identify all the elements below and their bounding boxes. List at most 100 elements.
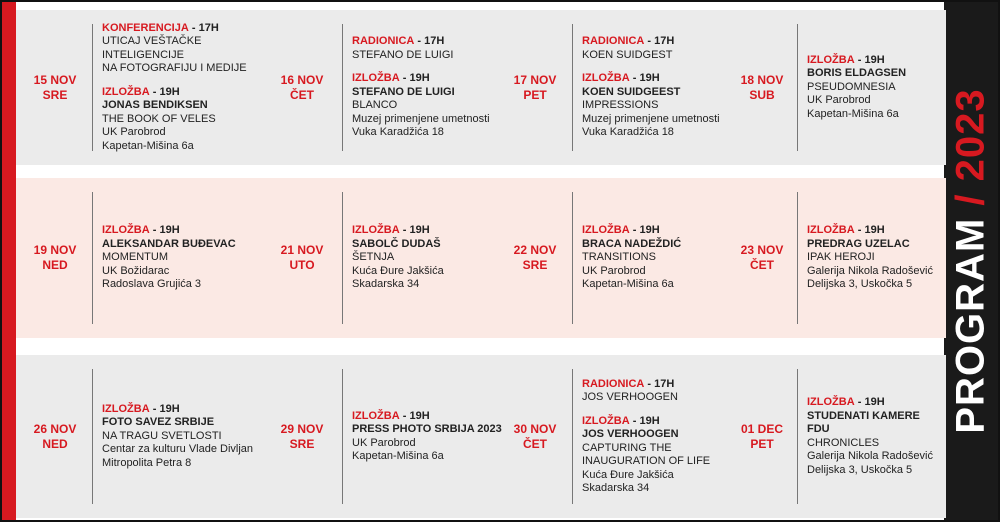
event-line: Galerija Nikola Radošević	[807, 450, 933, 462]
weekday: ČET	[523, 436, 547, 451]
event-heading: IZLOŽBA - 19H	[807, 54, 942, 68]
event-heading: RADIONICA - 17H	[352, 35, 502, 49]
event-line: UTICAJ VEŠTAČKE INTELIGENCIJE	[102, 35, 202, 61]
date-block: 16 NOV ČET	[262, 10, 342, 165]
event: KONFERENCIJA - 17H UTICAJ VEŠTAČKE INTELI…	[102, 22, 262, 76]
event-type: RADIONICA	[582, 377, 645, 390]
event-line: INAUGURATION OF LIFE	[582, 455, 711, 467]
event-line: Muzej primenjene umetnosti	[352, 112, 490, 125]
event-line: Mitropolita Petra 8	[102, 456, 192, 469]
event-time: - 19H	[632, 414, 660, 427]
event-type: IZLOŽBA	[102, 224, 150, 237]
date: 19 NOV	[33, 243, 77, 257]
event-type: KONFERENCIJA	[102, 21, 189, 34]
event-heading: IZLOŽBA - 19H	[582, 72, 732, 86]
date: 22 NOV	[513, 243, 557, 257]
event-type: IZLOŽBA	[582, 72, 630, 85]
date: 16 NOV	[280, 72, 324, 87]
divider	[572, 369, 573, 504]
date-block: 18 NOV SUB	[722, 10, 802, 165]
divider	[92, 24, 93, 151]
event-line: UK Parobrod	[582, 264, 646, 277]
date: 30 NOV	[513, 421, 557, 436]
weekday: ČET	[290, 87, 314, 102]
event: IZLOŽBA - 19H ALEKSANDAR BUĐEVAC MOMENTUM U…	[102, 224, 262, 292]
event-line: MOMENTUM	[102, 251, 168, 264]
event: IZLOŽBA - 19H FOTO SAVEZ SRBIJE NA TRAGU S…	[102, 403, 262, 471]
divider	[92, 192, 93, 324]
event: IZLOŽBA - 19H BRACA NADEŽDIĆ TRANSITIONS UK…	[582, 224, 732, 292]
event-time: - 19H	[857, 224, 885, 237]
events: IZLOŽBA - 19H BORIS ELDAGSEN PSEUDOMNESIA U…	[807, 10, 942, 165]
sidebar: PROGRAM / 2023	[944, 2, 998, 520]
events: IZLOŽBA - 19H PREDRAG UZELAC IPAK HEROJI Ga…	[807, 178, 942, 338]
events: RADIONICA - 17H KOEN SUIDGEST IZLOŽBA - 19…	[582, 10, 732, 165]
event-time: - 19H	[152, 85, 180, 98]
event: RADIONICA - 17H JOS VERHOOGEN	[582, 378, 732, 405]
event-line: UK Parobrod	[102, 126, 166, 139]
date-block: 15 NOV SRE	[15, 10, 95, 165]
sidebar-title: PROGRAM	[948, 217, 993, 434]
event-heading: IZLOŽBA - 19H	[102, 86, 262, 100]
event-type: IZLOŽBA	[582, 414, 630, 427]
event-line: Kuća Đure Jakšića	[582, 468, 674, 481]
event-heading: RADIONICA - 17H	[582, 35, 732, 49]
sidebar-year: / 2023	[948, 88, 993, 206]
divider	[92, 369, 93, 504]
schedule-row: 19 NOV NED IZLOŽBA - 19H ALEKSANDAR BUĐEVAC…	[16, 178, 946, 338]
event-line: Skadarska 34	[582, 482, 650, 494]
event-line: Vuka Karadžića 18	[352, 126, 444, 139]
event-line: UK Parobrod	[352, 436, 416, 449]
events: RADIONICA - 17H JOS VERHOOGEN IZLOŽBA - 19…	[582, 355, 732, 518]
date: 29 NOV	[280, 421, 324, 436]
event-type: IZLOŽBA	[102, 402, 150, 415]
weekday: PET	[750, 436, 774, 451]
event-type: IZLOŽBA	[352, 409, 400, 422]
events: IZLOŽBA - 19H FOTO SAVEZ SRBIJE NA TRAGU S…	[102, 355, 262, 518]
event-line: KOEN SUIDGEST	[582, 48, 673, 61]
events: IZLOŽBA - 19H PRESS PHOTO SRBIJA 2023 UK P…	[352, 355, 502, 518]
event-time: - 19H	[152, 402, 180, 415]
weekday: ČET	[750, 258, 774, 272]
event-heading: IZLOŽBA - 19H	[352, 410, 502, 424]
event: IZLOŽBA - 19H SABOLČ DUDAŠ ŠETNJA Kuća Đure…	[352, 224, 502, 292]
event-heading: KONFERENCIJA - 17H	[102, 22, 262, 36]
events: KONFERENCIJA - 17H UTICAJ VEŠTAČKE INTELI…	[102, 10, 262, 165]
event-time: - 19H	[152, 224, 180, 237]
event-line: TRANSITIONS	[582, 251, 656, 264]
event-time: - 17H	[191, 21, 219, 34]
event-time: - 17H	[647, 35, 675, 48]
event-line: STEFANO DE LUIGI	[352, 48, 454, 61]
divider	[572, 24, 573, 151]
event-line: Kapetan-Mišina 6a	[807, 107, 899, 120]
event-title: BRACA NADEŽDIĆ	[582, 237, 682, 250]
weekday: SRE	[289, 436, 315, 451]
date-block: 01 DEC PET	[722, 355, 802, 518]
event-line: Delijska 3, Uskočka 5	[807, 463, 913, 476]
event-type: RADIONICA	[582, 35, 645, 48]
event-type: IZLOŽBA	[102, 85, 150, 98]
divider	[797, 192, 798, 324]
weekday: SRE	[42, 87, 68, 102]
weekday: NED	[42, 258, 68, 272]
event-heading: IZLOŽBA - 19H	[807, 224, 942, 238]
events: IZLOŽBA - 19H SABOLČ DUDAŠ ŠETNJA Kuća Đure…	[352, 178, 502, 338]
event-line: NA FOTOGRAFIJU I MEDIJE	[102, 62, 247, 75]
schedule-row: 15 NOV SRE KONFERENCIJA - 17H UTICAJ VEŠTAČ…	[16, 10, 946, 165]
date-block: 29 NOV SRE	[262, 355, 342, 518]
divider	[572, 192, 573, 324]
event-type: RADIONICA	[352, 35, 415, 48]
event-time: - 19H	[857, 396, 885, 408]
divider	[342, 24, 343, 151]
event: IZLOŽBA - 19H JOS VERHOOGEN CAPTURING THE I…	[582, 415, 732, 496]
weekday: UTO	[289, 258, 315, 272]
date-block: 30 NOV ČET	[495, 355, 575, 518]
event-line: CAPTURING THE	[582, 441, 672, 454]
event-line: PSEUDOMNESIA	[807, 80, 896, 93]
event-time: - 19H	[402, 409, 430, 422]
date-block: 21 NOV UTO	[262, 178, 342, 338]
date: 01 DEC	[740, 421, 784, 436]
event-type: IZLOŽBA	[352, 224, 400, 237]
event-line: Kapetan-Mišina 6a	[582, 278, 674, 291]
event-line: NA TRAGU SVETLOSTI	[102, 429, 222, 442]
